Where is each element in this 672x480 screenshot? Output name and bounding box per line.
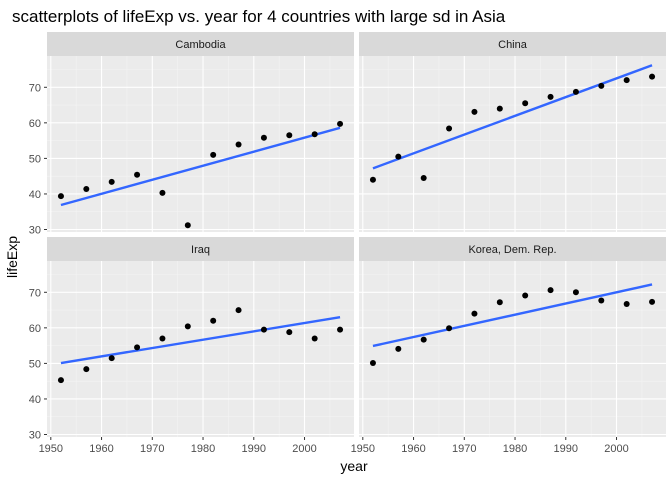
x-tick-label: 1970 <box>140 443 164 455</box>
data-point <box>337 326 344 333</box>
data-point <box>471 108 478 115</box>
data-point <box>210 317 217 324</box>
x-tick-label: 1950 <box>351 443 375 455</box>
data-point <box>286 329 293 336</box>
x-tick-label: 2000 <box>292 443 316 455</box>
x-tick-label: 1980 <box>503 443 527 455</box>
x-tick-label: 1980 <box>191 443 215 455</box>
x-tick-label: 1990 <box>554 443 578 455</box>
y-tick-label: 30 <box>29 225 41 237</box>
panel-background <box>359 56 666 232</box>
x-tick-label: 1960 <box>89 443 113 455</box>
data-point <box>83 366 90 373</box>
data-point <box>235 141 242 148</box>
data-point <box>598 297 605 304</box>
facet-strip-label: China <box>498 39 528 51</box>
data-point <box>311 131 318 138</box>
data-point <box>547 287 554 294</box>
data-point <box>446 125 453 132</box>
data-point <box>496 299 503 306</box>
y-tick-label: 50 <box>29 153 41 165</box>
y-tick-label: 40 <box>29 394 41 406</box>
data-point <box>108 178 115 185</box>
data-point <box>369 360 376 367</box>
data-point <box>235 307 242 314</box>
panels-layer: Cambodia 30 40 50 60 70 China Iraq 30 40 50 60 70 195… <box>29 32 666 455</box>
y-tick-label: 50 <box>29 358 41 370</box>
trend-line <box>60 315 341 365</box>
data-point <box>572 88 579 95</box>
x-tick-label: 2000 <box>604 443 628 455</box>
data-point <box>623 301 630 308</box>
data-point <box>496 105 503 112</box>
x-tick-label: 1960 <box>401 443 425 455</box>
data-point <box>649 73 656 80</box>
chart-title: scatterplots of lifeExp vs. year for 4 c… <box>12 7 506 26</box>
data-point <box>522 100 529 107</box>
data-point <box>369 176 376 183</box>
data-point <box>522 292 529 299</box>
data-point <box>159 335 166 342</box>
x-tick-label: 1990 <box>242 443 266 455</box>
data-point <box>547 93 554 100</box>
data-point <box>471 310 478 317</box>
data-point <box>286 132 293 139</box>
data-point <box>184 323 191 330</box>
y-tick-label: 30 <box>29 430 41 442</box>
data-point <box>57 193 64 200</box>
facet-strip-label: Korea, Dem. Rep. <box>468 244 556 256</box>
data-point <box>260 134 267 141</box>
y-tick-label: 60 <box>29 323 41 335</box>
facet-strip <box>47 32 354 56</box>
y-tick-label: 60 <box>29 118 41 130</box>
facet-strip-label: Iraq <box>191 244 210 256</box>
trend-line <box>60 126 341 207</box>
data-point <box>572 289 579 296</box>
data-point <box>108 355 115 362</box>
facet-strip <box>359 32 666 56</box>
y-tick-label: 70 <box>29 82 41 94</box>
trend-line <box>372 64 653 170</box>
panel-background <box>359 261 666 437</box>
trend-line <box>372 283 653 348</box>
facet-strip-label: Cambodia <box>175 39 226 51</box>
data-point <box>260 326 267 333</box>
data-point <box>446 325 453 332</box>
data-point <box>420 174 427 181</box>
y-tick-label: 40 <box>29 189 41 201</box>
x-tick-label: 1970 <box>452 443 476 455</box>
data-point <box>395 153 402 160</box>
data-point <box>210 151 217 158</box>
data-point <box>134 171 141 178</box>
x-tick-label: 1950 <box>39 443 63 455</box>
facet-panel-2: Iraq 30 40 50 60 70 1950 1960 1970 1980 1990 2000 <box>29 237 354 455</box>
data-point <box>649 298 656 305</box>
panel-background <box>47 261 354 437</box>
data-point <box>57 377 64 384</box>
panel-background <box>47 56 354 232</box>
facet-strip <box>47 237 354 261</box>
data-point <box>159 189 166 196</box>
data-point <box>337 120 344 127</box>
data-point <box>598 82 605 89</box>
y-axis-title: lifeExp <box>4 236 20 278</box>
data-point <box>184 222 191 229</box>
facet-strip <box>359 237 666 261</box>
facet-panel-0: Cambodia 30 40 50 60 70 <box>29 32 354 237</box>
data-point <box>311 335 318 342</box>
y-tick-label: 70 <box>29 287 41 299</box>
x-axis-title: year <box>340 458 368 474</box>
data-point <box>420 336 427 343</box>
data-point <box>395 345 402 352</box>
facet-panel-3: Korea, Dem. Rep. 1950 1960 1970 1980 1990 2000 <box>351 237 666 455</box>
facet-panel-1: China <box>359 32 666 232</box>
data-point <box>134 344 141 351</box>
data-point <box>83 185 90 192</box>
data-point <box>623 77 630 84</box>
